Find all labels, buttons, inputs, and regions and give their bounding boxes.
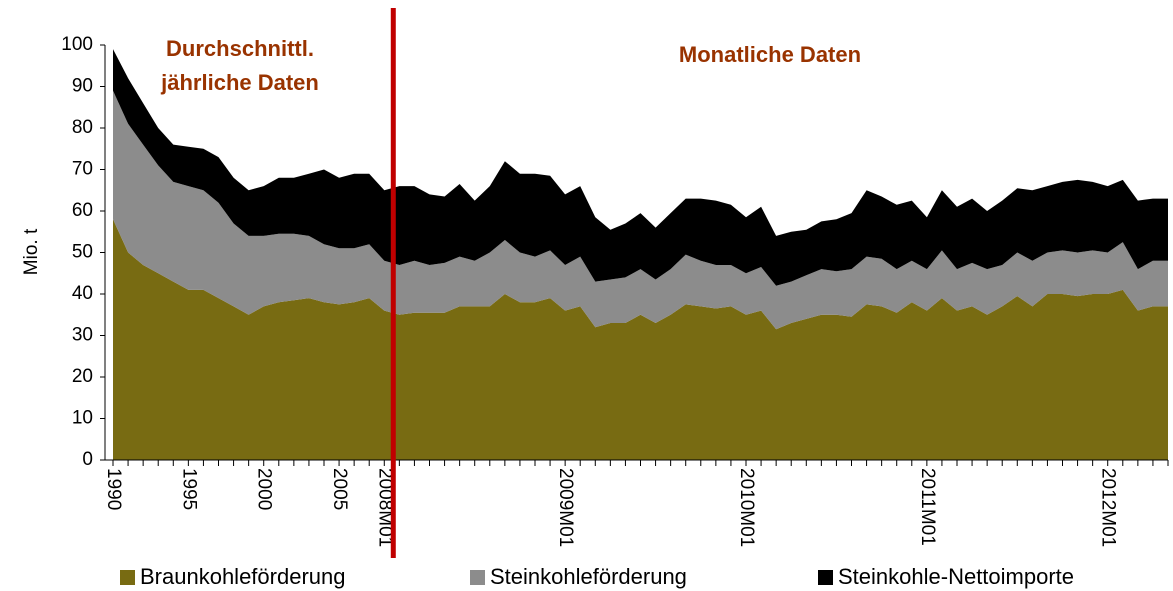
x-tick-label: 2009M01 [555, 468, 576, 547]
x-tick-label: 2005 [329, 468, 350, 510]
x-tick-label: 2010M01 [736, 468, 757, 547]
y-tick-label: 40 [72, 283, 93, 304]
legend-label: Steinkohleförderung [490, 564, 687, 589]
x-tick-label: 2012M01 [1098, 468, 1119, 547]
y-tick-label: 80 [72, 117, 93, 138]
annotation: Monatliche Daten [679, 42, 861, 67]
x-tick-label: 2011M01 [917, 468, 938, 546]
y-tick-label: 50 [72, 242, 93, 263]
annotation: Durchschnittl. [166, 36, 314, 61]
legend-swatch [470, 570, 485, 585]
y-axis-label: Mio. t [21, 228, 42, 275]
y-tick-label: 30 [72, 325, 93, 346]
y-tick-label: 70 [72, 159, 93, 180]
x-tick-label: 1995 [178, 468, 199, 510]
legend-swatch [120, 570, 135, 585]
x-tick-label: 2008M01 [374, 468, 395, 547]
y-tick-label: 100 [61, 34, 93, 55]
y-tick-label: 90 [72, 76, 93, 97]
y-tick-label: 0 [82, 449, 93, 470]
legend-label: Steinkohle-Nettoimporte [838, 564, 1074, 589]
y-tick-label: 60 [72, 200, 93, 221]
annotation: jährliche Daten [160, 70, 319, 95]
area [113, 49, 1168, 286]
legend-label: Braunkohleförderung [140, 564, 345, 589]
x-tick-label: 1990 [103, 468, 124, 510]
x-tick-label: 2000 [254, 468, 275, 510]
y-tick-label: 20 [72, 366, 93, 387]
area [113, 219, 1168, 460]
area [113, 90, 1168, 330]
legend-swatch [818, 570, 833, 585]
y-tick-label: 10 [72, 408, 93, 429]
